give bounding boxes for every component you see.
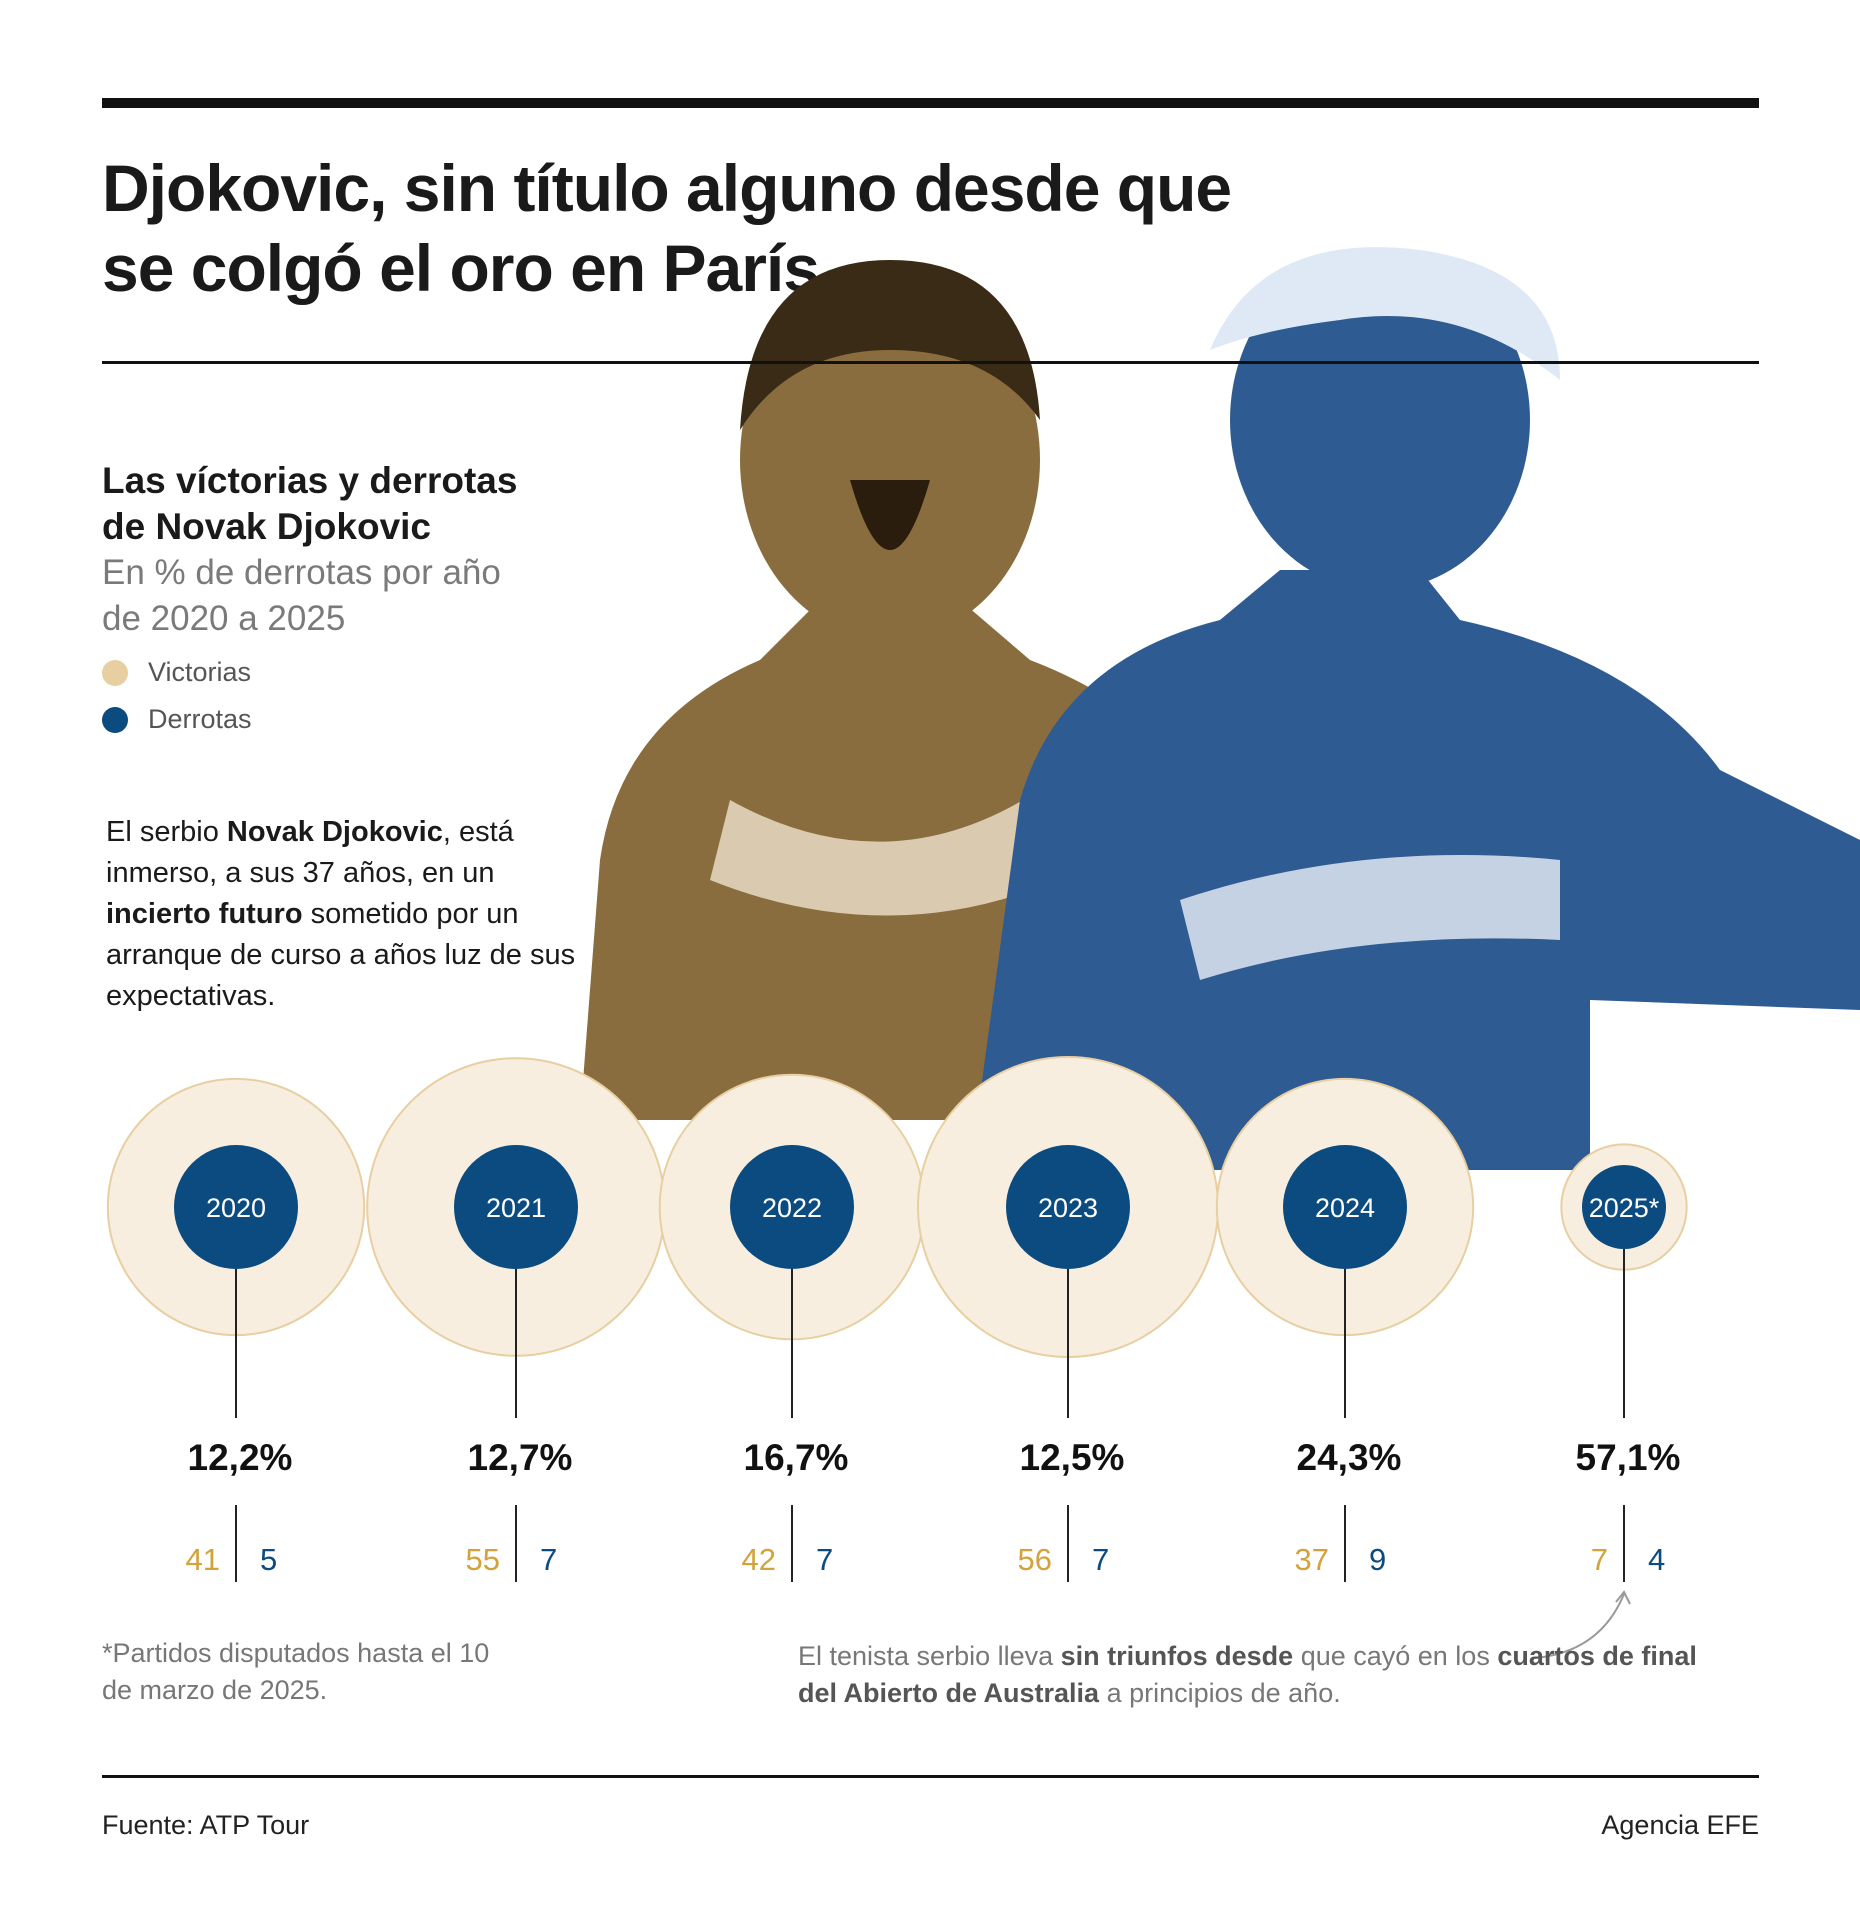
- note-text-2: que cayó en los: [1293, 1641, 1498, 1671]
- legend-swatch-derrotas: [102, 706, 128, 733]
- losses-count: 7: [1092, 1542, 1109, 1577]
- derrotas-bubble: [174, 1145, 298, 1269]
- mid-rule: [102, 361, 1759, 364]
- note-text-4: a principios de año.: [1099, 1678, 1341, 1708]
- pct-label-bg: [426, 1420, 606, 1480]
- losses-count: 5: [260, 1542, 277, 1577]
- wins-count: 37: [1295, 1542, 1329, 1577]
- intro-text-2: , está inmerso, a sus 37 años, en un: [106, 816, 514, 889]
- year-label: 2025*: [1589, 1193, 1660, 1223]
- legend-item-derrotas: Derrotas: [102, 704, 252, 735]
- wins-count: 55: [466, 1542, 500, 1577]
- headline: Djokovic, sin título alguno desde que se…: [102, 148, 1302, 308]
- loss-pct-label: 57,1%: [1576, 1437, 1681, 1478]
- derrotas-bubble: [730, 1145, 854, 1269]
- losses-count: 4: [1648, 1542, 1665, 1577]
- note-bold-3: cuartos de final del Abierto de Australi…: [798, 1641, 1697, 1708]
- annotation-note: El tenista serbio lleva sin triunfos des…: [798, 1638, 1698, 1712]
- wins-count: 56: [1018, 1542, 1052, 1577]
- legend-label-victorias: Victorias: [148, 657, 252, 687]
- wins-count: 7: [1591, 1542, 1608, 1577]
- year-label: 2023: [1038, 1193, 1098, 1223]
- derrotas-bubble: [1006, 1145, 1130, 1269]
- derrotas-bubble: [1582, 1165, 1666, 1249]
- top-rule: [102, 98, 1759, 108]
- wins-count: 42: [742, 1542, 776, 1577]
- loss-pct-label: 16,7%: [744, 1437, 849, 1478]
- pct-label-bg: [1534, 1420, 1714, 1480]
- legend-swatch-victorias: [102, 659, 128, 686]
- intro-text: El serbio Novak Djokovic, está inmerso, …: [106, 812, 586, 1017]
- loss-pct-label: 12,2%: [188, 1437, 293, 1478]
- pct-label-bg: [146, 1420, 326, 1480]
- losses-count: 7: [540, 1542, 557, 1577]
- chart-subtitle-line-2: de 2020 a 2025: [102, 599, 346, 638]
- legend-label-derrotas: Derrotas: [148, 704, 252, 734]
- intro-bold-1: Novak Djokovic: [226, 816, 443, 848]
- losses-count: 9: [1369, 1542, 1386, 1577]
- losses-count: 7: [816, 1542, 833, 1577]
- pct-label-bg: [1255, 1420, 1435, 1480]
- year-label: 2022: [762, 1193, 822, 1223]
- loss-pct-label: 12,5%: [1020, 1437, 1125, 1478]
- player-photo-dejected: [970, 247, 1860, 1170]
- loss-pct-label: 12,7%: [468, 1437, 573, 1478]
- note-text-0: El tenista serbio lleva: [798, 1641, 1061, 1671]
- legend-item-victorias: Victorias: [102, 657, 251, 688]
- chart-title-line-1: Las víctorias y derrotas: [102, 460, 518, 501]
- note-arrow-icon: [1534, 1590, 1631, 1659]
- loss-pct-label: 24,3%: [1297, 1437, 1402, 1478]
- pct-label-bg: [978, 1420, 1158, 1480]
- intro-text-4: sometido por un arranque de curso a años…: [106, 898, 576, 1012]
- headline-line-2: se colgó el oro en París: [102, 231, 820, 305]
- chart-subtitle-line-1: En % de derrotas por año: [102, 553, 501, 592]
- agency-credit: Agencia EFE: [1601, 1810, 1759, 1840]
- source-credit: Fuente: ATP Tour: [102, 1810, 310, 1840]
- derrotas-bubble: [1283, 1145, 1407, 1269]
- bottom-rule: [102, 1775, 1759, 1778]
- chart-subtitle: En % de derrotas por año de 2020 a 2025: [102, 550, 501, 642]
- intro-bold-3: incierto futuro: [106, 898, 303, 930]
- chart-title-line-2: de Novak Djokovic: [102, 506, 432, 547]
- year-label: 2024: [1315, 1193, 1375, 1223]
- note-bold-1: sin triunfos desde: [1060, 1641, 1294, 1671]
- wins-count: 41: [186, 1542, 220, 1577]
- headline-line-1: Djokovic, sin título alguno desde que: [102, 151, 1232, 225]
- bubble-chart: 2020 12,2% 41 5 2021 12,7% 55 7 2022 16,7% 42 7 2023…: [106, 1056, 1714, 1582]
- pct-label-bg: [702, 1420, 882, 1480]
- player-photos: [580, 247, 1860, 1170]
- footnote: *Partidos disputados hasta el 10 de marz…: [102, 1638, 490, 1705]
- chart-title: Las víctorias y derrotas de Novak Djokov…: [102, 458, 517, 550]
- year-label: 2020: [206, 1193, 266, 1223]
- derrotas-bubble: [454, 1145, 578, 1269]
- year-label: 2021: [486, 1193, 546, 1223]
- intro-text-0: El serbio: [106, 816, 227, 848]
